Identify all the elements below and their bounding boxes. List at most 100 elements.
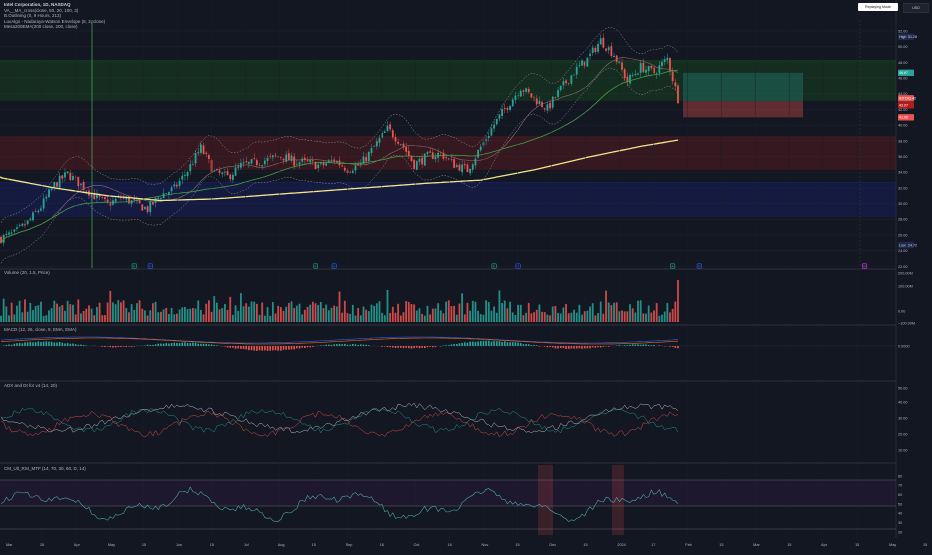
currency-badge[interactable]: USD [903, 3, 929, 13]
volume-bar [224, 304, 226, 322]
macd-hist-bar [517, 343, 519, 346]
macd-hist-bar [464, 342, 466, 346]
volume-bar [661, 315, 663, 322]
macd-hist-bar [427, 346, 429, 347]
volume-bar [451, 306, 453, 322]
adx-pane-label[interactable]: ADX and DI for v4 (14, 20) [4, 383, 57, 389]
macd-hist-bar [627, 345, 629, 346]
macd-hist-bar [421, 346, 423, 348]
time-tick-label: 15 [719, 543, 723, 547]
candle-body [509, 106, 511, 110]
macd-hist-bar [285, 346, 287, 350]
volume-bar [165, 308, 167, 322]
volume-bar [232, 315, 234, 322]
replay-mode-badge[interactable]: Replaying Mode Enabled [858, 3, 898, 11]
volume-bar [219, 309, 221, 322]
macd-hist-bar [75, 344, 77, 346]
macd-hist-bar [101, 346, 103, 347]
volume-bar [77, 299, 79, 322]
osc-pane-label[interactable]: CM_Ult_RSI_MTF (14, 70, 30, 60, D, 14) [4, 466, 86, 472]
indicator-label-4[interactable]: Mesa200EMA(200 close, 200, close) [4, 24, 105, 30]
volume-bar [509, 302, 511, 322]
candle-body [221, 173, 223, 174]
candle-body [261, 165, 263, 166]
macd-hist-bar [296, 346, 298, 348]
candle-body [499, 114, 501, 118]
candle-body [578, 65, 580, 66]
candle-body [344, 168, 346, 171]
macd-hist-bar [54, 342, 56, 346]
macd-hist-bar [107, 346, 109, 347]
volume-bar [35, 306, 37, 322]
candle-body [293, 157, 295, 166]
candle-body [648, 66, 650, 71]
osc-tick-label: 20 [898, 530, 902, 534]
macd-tick-label: 0.0000 [898, 344, 910, 348]
candle-body [176, 185, 178, 187]
candle-body [171, 187, 173, 191]
candle-body [528, 89, 530, 92]
candle-body [115, 199, 117, 202]
macd-hist-bar [123, 346, 125, 347]
candle-body [104, 197, 106, 199]
macd-hist-bar [397, 346, 399, 348]
candle-body [152, 202, 154, 205]
volume-bar [40, 302, 42, 322]
volume-pane-label[interactable]: Volume (20, 1.5, Price) [4, 270, 50, 276]
candle-body [304, 158, 306, 160]
macd-hist-bar [419, 346, 421, 348]
event-marker-label: E [133, 264, 135, 268]
candle-body [48, 189, 50, 197]
volume-bar [413, 304, 415, 322]
position-target-area [683, 73, 803, 101]
candle-body [349, 172, 351, 173]
macd-hist-bar [38, 341, 40, 346]
volume-bar [467, 303, 469, 322]
macd-hist-bar [576, 346, 578, 348]
macd-hist-bar [85, 345, 87, 346]
volume-bar [173, 314, 175, 322]
candle-body [616, 56, 618, 62]
volume-bar [656, 303, 658, 322]
volume-bar [653, 310, 655, 322]
macd-hist-bar [629, 345, 631, 346]
candle-body [501, 109, 503, 116]
volume-bar [253, 302, 255, 322]
volume-bar [221, 308, 223, 322]
volume-bar [235, 305, 237, 322]
volume-bar [187, 309, 189, 322]
candle-body [661, 62, 663, 66]
volume-bar [264, 316, 266, 322]
volume-bar [213, 296, 215, 322]
candle-body [642, 63, 644, 72]
volume-bar [251, 302, 253, 322]
macd-hist-bar [11, 345, 13, 346]
macd-pane-label[interactable]: MACD (12, 26, close, 9, EMA, EMA) [4, 327, 77, 333]
macd-hist-bar [552, 346, 554, 347]
macd-hist-bar [587, 346, 589, 348]
macd-hist-bar [56, 343, 58, 346]
macd-hist-bar [435, 346, 437, 347]
candle-body [424, 154, 426, 166]
candle-body [208, 155, 210, 159]
macd-hist-bar [600, 346, 602, 347]
time-tick-label: Feb [685, 543, 692, 547]
macd-hist-bar [323, 345, 325, 346]
macd-hist-bar [619, 345, 621, 346]
macd-hist-bar [549, 346, 551, 347]
macd-hist-bar [267, 346, 269, 351]
candle-body [632, 75, 634, 76]
chart-legend: Intel Corporation, 1D, NASDAQ VA__MA_cro… [4, 2, 105, 30]
event-marker-label: E [493, 264, 495, 268]
macd-hist-bar [251, 346, 253, 350]
macd-hist-bar [555, 346, 557, 348]
candle-body [8, 232, 10, 234]
candle-body [485, 139, 487, 140]
volume-bar [75, 314, 77, 322]
low-label: Low [899, 243, 906, 247]
macd-hist-bar [120, 346, 122, 347]
target-price-badge: 46.67 [899, 71, 908, 75]
candle-body [339, 160, 341, 165]
